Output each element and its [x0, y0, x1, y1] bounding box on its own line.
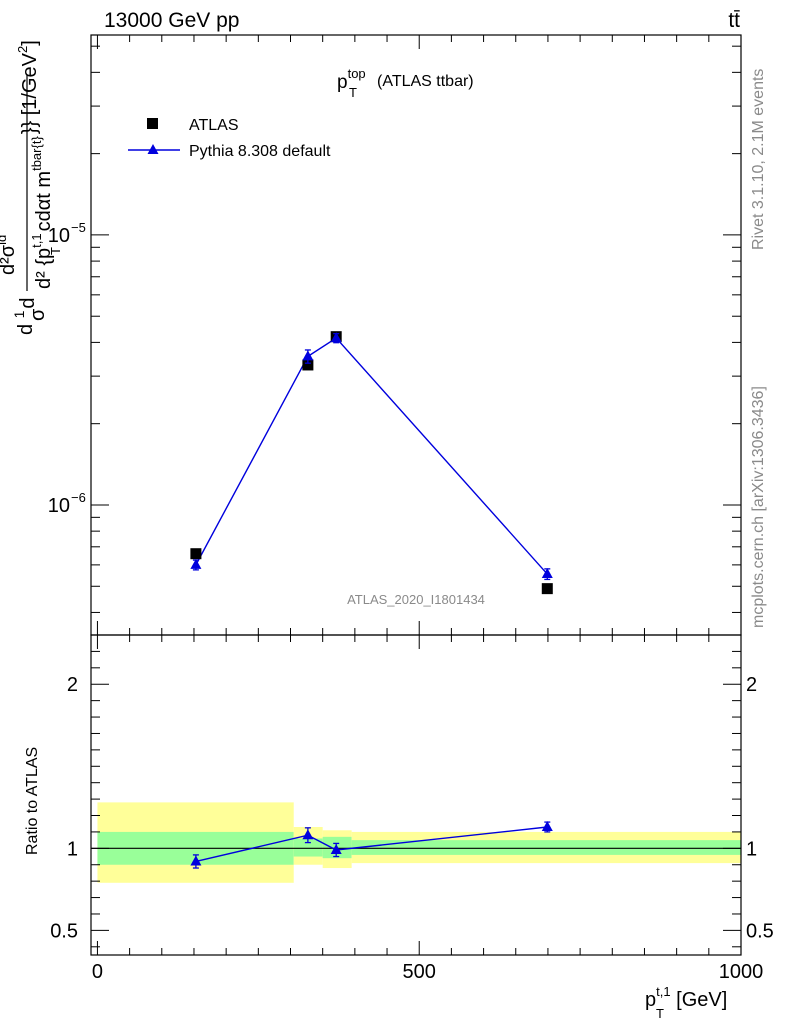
x-axis-label-sub: T [656, 1006, 664, 1021]
ratio-pythia-line [195, 826, 548, 863]
main-ticks [91, 35, 742, 635]
main-ytick-label: 10 [48, 225, 70, 247]
ratio-point [190, 855, 202, 866]
main-ytick-label-exp: −5 [71, 220, 86, 235]
pythia-point [541, 568, 553, 579]
plot-title-sup: top [348, 66, 366, 81]
atlas-point [190, 548, 202, 560]
energy-label: 13000 GeV pp [104, 9, 239, 32]
ratio-ticks [91, 635, 742, 955]
ratio-band-green [351, 840, 741, 855]
legend: ATLAS Pythia 8.308 default [128, 117, 331, 160]
svg-text:d²σid: d²σid [0, 235, 19, 275]
plot-title-sub: T [349, 85, 357, 100]
plot-title-main: p [337, 72, 348, 93]
main-ylabel: d 1 σd d²σid d² {pt,1cdαt mtbar{t}}} [1/… [0, 40, 63, 335]
ratio-point [541, 821, 553, 831]
mcplots-label: mcplots.cern.ch [arXiv:1306.3436] [750, 386, 767, 628]
ratio-xtick-label: 0 [92, 961, 103, 983]
ratio-xtick-label: 1000 [719, 961, 764, 983]
ratio-point [330, 843, 342, 854]
atlas-point [541, 583, 553, 595]
legend-marker-pythia [147, 144, 159, 154]
svg-text:d 1: d 1 [11, 310, 37, 335]
ratio-frame [90, 634, 742, 956]
ratio-ylabel: Ratio to ATLAS [24, 747, 41, 855]
plot-title-tail: (ATLAS ttbar) [377, 73, 474, 90]
ratio-band-green [293, 838, 323, 857]
plot-title: ptop [337, 66, 366, 93]
pythia-point [302, 350, 314, 361]
legend-label-pythia: Pythia 8.308 default [189, 143, 331, 160]
main-ytick-label: 10 [48, 495, 70, 517]
svg-text:T: T [48, 247, 63, 255]
ratio-ytick-label-right: 1 [746, 838, 757, 860]
ratio-ytick-label: 1 [67, 838, 78, 860]
analysis-watermark: ATLAS_2020_I1801434 [347, 592, 485, 607]
atlas-point [302, 359, 314, 371]
svg-text:d² {pt,1cdαt mtbar{t}}} [1/GeV: d² {pt,1cdαt mtbar{t}}} [1/GeV2] [15, 40, 55, 289]
main-ytick-label-exp: −6 [71, 490, 86, 505]
svg-text:σd: σd [17, 298, 49, 321]
rivet-label: Rivet 3.1.10, 2.1M events [750, 69, 767, 250]
ratio-bands [97, 802, 741, 883]
legend-label-atlas: ATLAS [189, 117, 239, 134]
pythia-point [190, 558, 202, 569]
ratio-xtick-labels: 0 500 1000 [92, 961, 763, 983]
ratio-ytick-label-right: 0.5 [746, 920, 774, 942]
pythia-point [330, 332, 342, 343]
ratio-panel: 0.5 0.5 1 1 2 2 0 500 1000 Ratio to ATLAS pt,1 … [24, 634, 774, 1021]
pythia-line [195, 337, 548, 575]
ratio-ytick-label: 0.5 [50, 920, 78, 942]
ratio-xtick-label: 500 [403, 961, 436, 983]
main-panel: 10−510−6 ptop T (ATLAS ttbar) ATLAS Pyth… [0, 34, 742, 636]
ratio-ytick-labels: 0.5 0.5 1 1 2 2 [50, 674, 774, 942]
main-ytick-labels: 10−510−6 [48, 220, 86, 517]
ratio-series [190, 821, 553, 869]
legend-marker-atlas [147, 118, 158, 129]
main-series [190, 331, 553, 595]
ratio-ytick-label-right: 2 [746, 674, 757, 696]
ratio-ytick-label: 2 [67, 674, 78, 696]
process-label: tt̄ [728, 9, 740, 32]
ratio-point [302, 829, 314, 840]
x-axis-label: pt,1 [GeV] [645, 984, 727, 1011]
